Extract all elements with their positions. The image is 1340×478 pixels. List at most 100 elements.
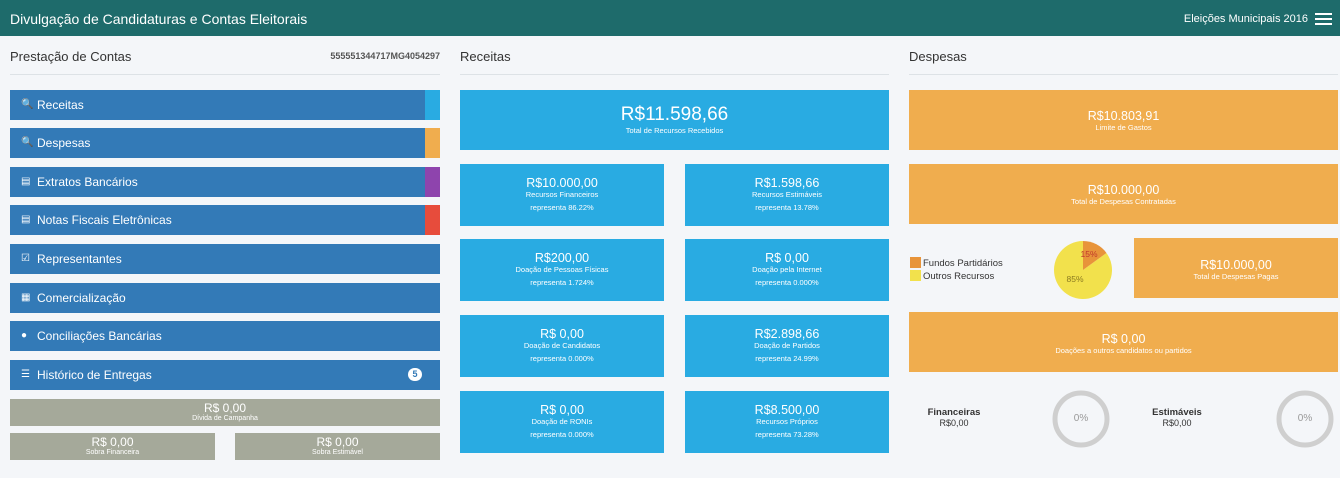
receita-tile-label: Doação de Partidos <box>754 341 820 350</box>
divida-label: Dívida de Campanha <box>192 415 258 422</box>
menu-item-label: Notas Fiscais Eletrônicas <box>37 213 172 227</box>
search-icon: 🔍 <box>21 99 34 110</box>
pie-outros-label: 85% <box>1066 274 1083 284</box>
receita-tile-rep: representa 86.22% <box>530 203 594 212</box>
limite-gastos-tile[interactable]: R$10.803,91 Limite de Gastos <box>909 90 1338 150</box>
receita-tile-rep: representa 0.000% <box>755 278 819 287</box>
limite-value: R$10.803,91 <box>1087 109 1160 123</box>
contratadas-label: Total de Despesas Contratadas <box>1071 197 1176 206</box>
menu-color-marker <box>425 167 440 197</box>
legend-swatch <box>910 257 921 268</box>
despesas-title: Despesas <box>909 49 967 64</box>
estimaveis-pct: 0% <box>1297 413 1313 424</box>
check-square-icon: ☑ <box>21 253 30 264</box>
count-badge: 5 <box>408 368 422 381</box>
sobra-estimavel-label: Sobra Estimável <box>312 449 363 456</box>
receita-tile-3[interactable]: R$ 0,00 Doação pela Internet representa 0.… <box>685 239 889 301</box>
legend-outros-label: Outros Recursos <box>923 271 995 282</box>
pie-slice-fundos <box>1083 241 1107 270</box>
list-icon: ☰ <box>21 369 30 380</box>
divida-campanha-box: R$ 0,00 Dívida de Campanha <box>10 399 440 426</box>
receita-tile-label: Recursos Próprios <box>756 417 818 426</box>
sobra-estimavel-box: R$ 0,00 Sobra Estimável <box>235 433 440 460</box>
financeiras-ring <box>1052 390 1110 448</box>
doacoes-outros-tile[interactable]: R$ 0,00 Doações a outros candidatos ou p… <box>909 312 1338 372</box>
receita-tile-value: R$2.898,66 <box>754 327 820 341</box>
document-icon: ▤ <box>21 214 31 225</box>
receita-tile-value: R$ 0,00 <box>540 403 584 417</box>
divida-value: R$ 0,00 <box>203 401 247 415</box>
receita-tile-7[interactable]: R$8.500,00 Recursos Próprios representa 73… <box>685 391 889 453</box>
menu-color-marker <box>425 128 440 158</box>
sobra-financeira-label: Sobra Financeira <box>85 449 140 456</box>
total-receitas-label: Total de Recursos Recebidos <box>625 126 724 135</box>
legend-outros: Outros Recursos <box>910 270 994 282</box>
prestacao-title: Prestação de Contas <box>10 49 132 64</box>
receitas-title: Receitas <box>460 49 511 64</box>
receita-tile-value: R$ 0,00 <box>765 251 809 265</box>
contratadas-value: R$10.000,00 <box>1087 183 1160 197</box>
menu-item-0[interactable]: 🔍 Receitas <box>10 90 440 120</box>
receita-tile-value: R$200,00 <box>534 251 590 265</box>
contas-id: 555551344717MG4054297 <box>330 51 440 61</box>
total-receitas-tile[interactable]: R$11.598,66 Total de Recursos Recebidos <box>460 90 889 150</box>
receita-tile-value: R$1.598,66 <box>754 176 820 190</box>
financeiras-value: R$0,00 <box>939 418 969 428</box>
receita-tile-6[interactable]: R$ 0,00 Doação de RONIs representa 0.000% <box>460 391 664 453</box>
menu-item-label: Comercialização <box>37 291 126 305</box>
receita-tile-4[interactable]: R$ 0,00 Doação de Candidatos representa 0.… <box>460 315 664 377</box>
election-label: Eleições Municipais 2016 <box>1183 13 1308 25</box>
receita-tile-label: Doação de RONIs <box>531 417 593 426</box>
doacoes-value: R$ 0,00 <box>1101 332 1146 346</box>
sobra-financeira-value: R$ 0,00 <box>91 435 134 449</box>
receita-tile-label: Recursos Estimáveis <box>751 190 823 199</box>
comments-icon: ● <box>21 330 28 341</box>
receita-tile-value: R$10.000,00 <box>526 176 598 190</box>
limite-label: Limite de Gastos <box>1095 123 1152 132</box>
financeiras-pct: 0% <box>1073 413 1089 424</box>
menu-color-marker <box>425 90 440 120</box>
receita-tile-label: Doação de Pessoas Físicas <box>515 265 609 274</box>
menu-item-4[interactable]: ☑ Representantes <box>10 244 440 274</box>
receita-tile-label: Recursos Financeiros <box>525 190 599 199</box>
divider <box>460 74 889 75</box>
menu-item-label: Histórico de Entregas <box>37 368 152 382</box>
pie-fundos-label: 15% <box>1080 249 1097 259</box>
receita-tile-rep: representa 24.99% <box>755 354 819 363</box>
pagas-value: R$10.000,00 <box>1200 258 1272 272</box>
menu-color-marker <box>425 205 440 235</box>
despesas-contratadas-tile[interactable]: R$10.000,00 Total de Despesas Contratada… <box>909 164 1338 224</box>
menu-item-6[interactable]: ● Conciliações Bancárias <box>10 321 440 351</box>
app-title: Divulgação de Candidaturas e Contas Elei… <box>10 11 308 27</box>
receita-tile-2[interactable]: R$200,00 Doação de Pessoas Físicas represe… <box>460 239 664 301</box>
receita-tile-rep: representa 13.78% <box>755 203 819 212</box>
despesas-pie-chart: 15% 85% <box>1054 241 1112 299</box>
total-receitas-value: R$11.598,66 <box>620 104 729 125</box>
legend-fundos: Fundos Partidários <box>910 257 1003 269</box>
menu-item-label: Conciliações Bancárias <box>37 329 162 343</box>
receita-tile-1[interactable]: R$1.598,66 Recursos Estimáveis representa … <box>685 164 889 226</box>
sobra-estimavel-value: R$ 0,00 <box>316 435 359 449</box>
menu-item-5[interactable]: ▦ Comercialização <box>10 283 440 313</box>
receita-tile-rep: representa 73.28% <box>755 430 819 439</box>
calendar-check-icon: ▦ <box>21 292 31 303</box>
estimaveis-value: R$0,00 <box>1162 418 1192 428</box>
estimaveis-stat: Estimáveis R$0,00 <box>1141 407 1213 428</box>
menu-item-1[interactable]: 🔍 Despesas <box>10 128 440 158</box>
receita-tile-value: R$8.500,00 <box>754 403 820 417</box>
receita-tile-rep: representa 1.724% <box>530 278 594 287</box>
receita-tile-rep: representa 0.000% <box>530 354 594 363</box>
despesas-pagas-tile[interactable]: R$10.000,00 Total de Despesas Pagas <box>1134 238 1338 298</box>
receita-tile-label: Doação pela Internet <box>752 265 822 274</box>
hamburger-menu-icon[interactable] <box>1315 13 1332 25</box>
receita-tile-5[interactable]: R$2.898,66 Doação de Partidos representa 2… <box>685 315 889 377</box>
search-icon: 🔍 <box>21 137 34 148</box>
menu-item-label: Representantes <box>37 252 122 266</box>
menu-item-2[interactable]: ▤ Extratos Bancários <box>10 167 440 197</box>
divider <box>909 74 1338 75</box>
legend-swatch <box>910 270 921 281</box>
sobra-financeira-box: R$ 0,00 Sobra Financeira <box>10 433 215 460</box>
menu-item-7[interactable]: ☰ Histórico de Entregas 5 <box>10 360 440 390</box>
receita-tile-0[interactable]: R$10.000,00 Recursos Financeiros represent… <box>460 164 664 226</box>
menu-item-3[interactable]: ▤ Notas Fiscais Eletrônicas <box>10 205 440 235</box>
